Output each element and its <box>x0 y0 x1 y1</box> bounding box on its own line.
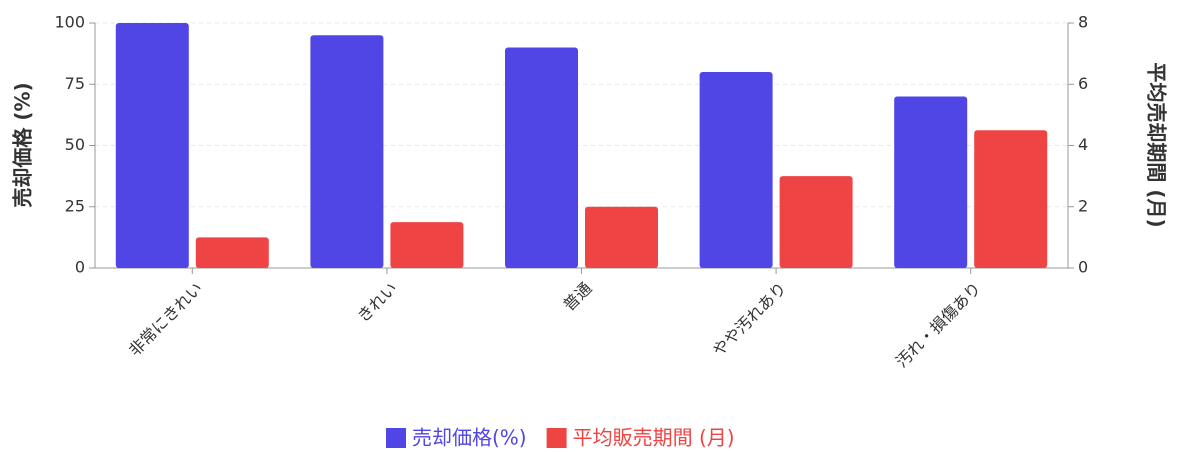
y2-tick-label: 4 <box>1078 135 1088 154</box>
y2-tick-label: 2 <box>1078 196 1088 215</box>
y-tick-label: 50 <box>65 135 85 154</box>
y-tick-label: 25 <box>65 196 85 215</box>
bar <box>779 176 853 268</box>
y2-tick-label: 0 <box>1078 258 1088 277</box>
bar <box>894 96 968 268</box>
bar <box>699 72 773 268</box>
x-tick-label: やや汚れあり <box>709 279 790 360</box>
bar <box>390 222 464 268</box>
bar <box>505 47 578 268</box>
y-tick-label: 0 <box>75 258 85 277</box>
y-axis-title: 売却価格 (%) <box>11 82 35 207</box>
y2-axis-title: 平均売却期間 (月) <box>1145 62 1169 227</box>
bar <box>310 35 384 268</box>
legend-swatch <box>546 428 567 448</box>
legend-label: 平均販売期間 (月) <box>573 426 735 450</box>
bar <box>974 130 1048 268</box>
y-tick-label: 75 <box>65 74 85 93</box>
bar <box>585 206 658 268</box>
y2-tick-label: 6 <box>1078 74 1088 93</box>
x-tick-label: 普通 <box>559 279 595 315</box>
legend-swatch <box>386 428 406 448</box>
x-tick-label: 非常にきれい <box>125 279 206 360</box>
legend-label: 売却価格(%) <box>412 426 527 450</box>
x-tick-label: きれい <box>354 279 401 326</box>
bar <box>115 23 189 268</box>
bar <box>195 237 269 268</box>
x-tick-label: 汚れ・損傷あり <box>892 279 985 372</box>
y-tick-label: 100 <box>54 13 85 32</box>
y2-tick-label: 8 <box>1078 13 1088 32</box>
